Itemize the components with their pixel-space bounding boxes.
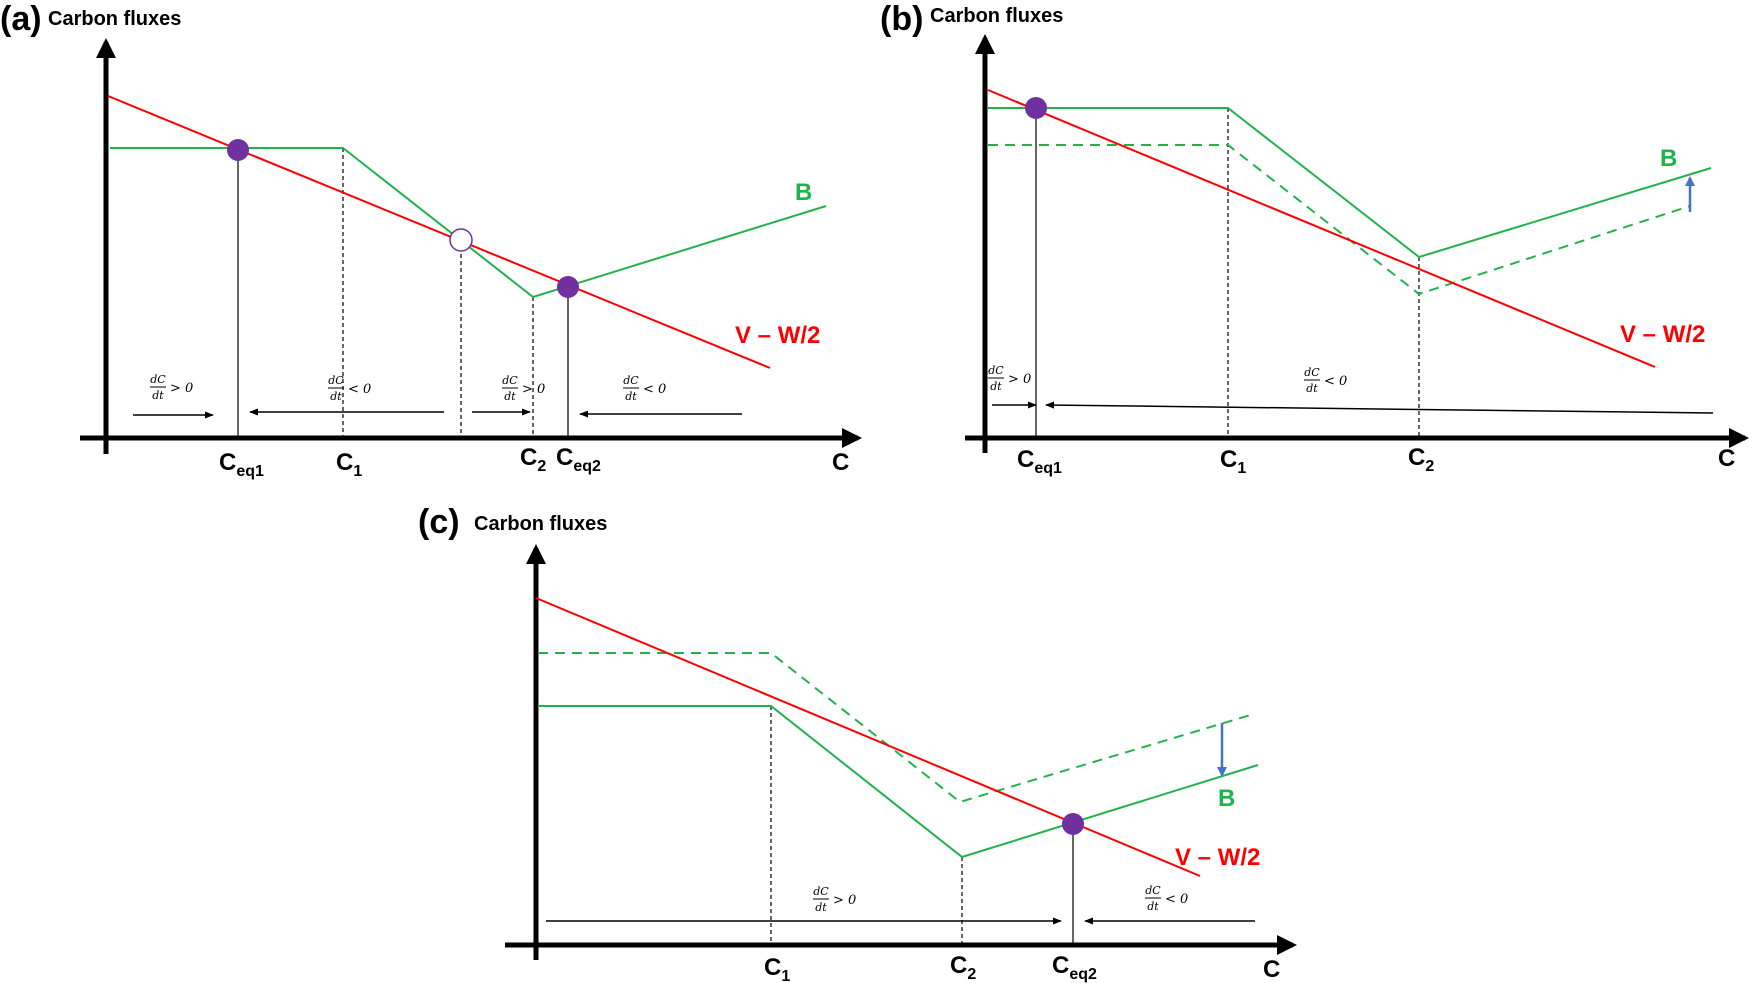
svg-text:< 0: < 0 [348,382,371,397]
panel-b-y-axis-label: Carbon fluxes [930,5,1063,27]
panel-b-derivative-label-2: dC dt < 0 [1304,366,1347,395]
panel-b-stable-equilibrium [1025,97,1047,119]
svg-text:< 0: < 0 [1324,374,1347,389]
panel-a-tick-c2: C2 [520,444,546,475]
panel-b-b-line-shifted [988,107,1712,259]
panel-c-derivative-label-1: dC dt > 0 [813,885,856,914]
panel-b-b-label: B [1660,145,1677,172]
svg-text:dt: dt [625,390,637,403]
svg-text:dt: dt [815,901,827,914]
svg-text:> 0: > 0 [1008,372,1031,387]
panel-a-tick-ceq1: Ceq1 [219,449,264,480]
panel-b-v-line [987,89,1656,368]
svg-text:dC: dC [1145,884,1161,897]
panel-b-direction-arrow-2 [1045,401,1714,414]
panel-a-label: (a) [0,0,42,38]
panel-a-v-line [107,95,771,369]
panel-c-v-label: V – W/2 [1175,844,1260,871]
svg-text:dt: dt [330,390,342,403]
panel-b-label: (b) [880,0,923,38]
panel-b-derivative-label-1: dC dt > 0 [988,364,1031,393]
svg-text:> 0: > 0 [170,381,193,396]
svg-text:dt: dt [152,389,164,402]
panel-c-v-line [535,597,1201,877]
panel-a-b-line [110,147,827,299]
svg-text:> 0: > 0 [833,893,856,908]
panel-a-tick-c1: C1 [336,449,362,480]
panel-b-x-axis-label: C [1718,445,1735,472]
panel-a-derivative-label-4: dC dt < 0 [623,374,666,403]
panel-a-stable-equilibrium-1 [227,139,249,161]
panel-c-derivative-label-2: dC dt < 0 [1145,884,1188,913]
panel-c: (c) Carbon fluxes C B V – W/2 C1 C2 Ceq2… [418,503,1297,983]
svg-text:dt: dt [990,380,1002,393]
panel-b-b-line-original [988,144,1691,296]
svg-text:dt: dt [1306,382,1318,395]
svg-text:dt: dt [1147,900,1159,913]
panel-c-b-line-shifted [538,705,1259,859]
svg-text:< 0: < 0 [643,382,666,397]
panel-a-derivative-label-1: dC dt > 0 [150,373,193,402]
panel-c-tick-c2: C2 [950,952,976,983]
panel-c-b-label: B [1218,785,1235,812]
panel-a-tick-ceq2: Ceq2 [556,444,601,475]
panel-c-stable-equilibrium [1062,813,1084,835]
svg-text:dC: dC [502,374,518,387]
panel-b: (b) Carbon fluxes C B V – W/2 Ceq1 C1 C2… [880,0,1749,477]
svg-text:dC: dC [150,373,166,386]
svg-text:dC: dC [1304,366,1320,379]
panel-c-x-axis-label: C [1263,956,1280,983]
panel-b-tick-c1: C1 [1220,446,1246,477]
panel-a-b-label: B [795,179,812,206]
panel-a-unstable-equilibrium [449,228,473,252]
svg-text:dt: dt [504,390,516,403]
panel-b-tick-ceq1: Ceq1 [1017,446,1062,477]
svg-text:dC: dC [623,374,639,387]
panel-c-label: (c) [418,503,460,541]
panel-c-b-line-original [538,652,1255,804]
panel-c-tick-ceq2: Ceq2 [1052,952,1097,983]
panel-c-tick-c1: C1 [764,954,790,983]
svg-text:> 0: > 0 [522,382,545,397]
panel-a-x-axis-label: C [832,449,849,476]
panel-a-derivative-label-3: dC dt > 0 [502,374,545,403]
svg-text:< 0: < 0 [1165,892,1188,907]
panel-b-tick-c2: C2 [1408,444,1434,475]
panel-a-derivative-label-2: dC dt < 0 [328,374,371,403]
panel-a-stable-equilibrium-2 [557,276,579,298]
svg-text:dC: dC [328,374,344,387]
panel-b-v-label: V – W/2 [1620,321,1705,348]
svg-text:dC: dC [813,885,829,898]
panel-a-v-label: V – W/2 [735,322,820,349]
panel-a-y-axis-label: Carbon fluxes [48,8,181,30]
panel-c-y-axis-label: Carbon fluxes [474,513,607,535]
panel-a: (a) Carbon fluxes C B V – W/2 Ceq1 C1 C2… [0,0,862,480]
svg-text:dC: dC [988,364,1004,377]
